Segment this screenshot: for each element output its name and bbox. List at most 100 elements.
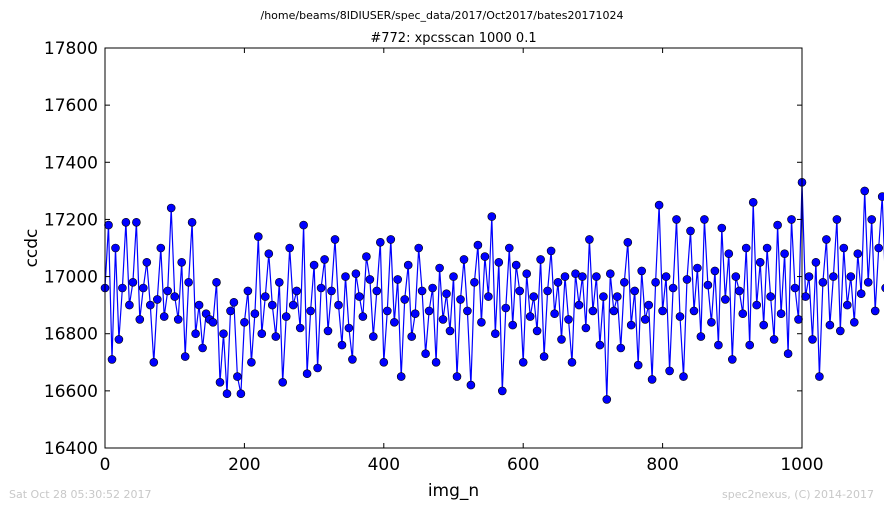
data-point	[849, 317, 859, 327]
data-point	[679, 372, 688, 381]
data-point	[274, 277, 284, 287]
x-axis-label: img_n	[428, 481, 479, 501]
data-point	[267, 300, 277, 310]
y-tick-label: 17200	[44, 210, 98, 230]
data-point	[163, 286, 172, 296]
data-point	[748, 198, 758, 207]
data-point	[114, 335, 124, 344]
data-point	[309, 260, 319, 270]
data-point	[731, 272, 741, 281]
y-tick-label: 16600	[44, 382, 98, 402]
data-point	[149, 357, 159, 367]
data-point	[368, 332, 378, 341]
data-point	[104, 220, 113, 230]
data-point	[194, 300, 204, 310]
data-point	[839, 243, 849, 253]
data-point	[264, 249, 274, 258]
data-point	[564, 315, 573, 324]
data-point	[222, 389, 232, 399]
data-point	[553, 277, 563, 287]
data-point	[776, 309, 786, 319]
data-point	[630, 286, 640, 296]
data-point	[811, 257, 821, 267]
y-tick-label: 17400	[44, 153, 98, 173]
data-point	[867, 215, 877, 224]
data-point	[720, 295, 730, 304]
x-tick-label: 0	[100, 455, 111, 475]
data-point	[494, 257, 504, 267]
data-point	[121, 218, 131, 227]
data-point	[389, 317, 399, 327]
data-point	[166, 203, 176, 213]
data-point	[543, 286, 552, 296]
data-point	[180, 352, 190, 361]
data-point	[285, 243, 295, 253]
data-point	[602, 395, 612, 404]
data-point	[801, 292, 810, 301]
data-point	[278, 377, 288, 387]
data-point	[581, 323, 591, 333]
data-point	[714, 340, 723, 350]
data-point	[703, 280, 713, 290]
data-point	[794, 315, 803, 324]
data-point	[693, 263, 702, 273]
data-point	[707, 317, 716, 327]
data-point	[253, 232, 263, 241]
data-point	[619, 277, 629, 287]
data-point	[355, 292, 364, 301]
data-point	[724, 249, 734, 258]
data-point	[665, 366, 674, 376]
data-point	[595, 340, 605, 350]
data-point	[682, 275, 692, 284]
y-tick-label: 16400	[44, 439, 98, 459]
data-point	[637, 266, 647, 276]
data-point	[403, 260, 413, 270]
data-point	[626, 320, 636, 330]
data-point	[560, 272, 570, 281]
data-point	[159, 312, 169, 321]
data-point	[250, 309, 260, 319]
data-point	[177, 257, 186, 267]
x-tick-label: 1000	[780, 455, 823, 475]
data-point	[536, 255, 545, 264]
data-point	[846, 272, 856, 281]
data-point	[271, 332, 281, 341]
data-point	[766, 292, 775, 301]
data-point	[473, 240, 483, 250]
data-point	[815, 372, 824, 381]
data-point	[173, 315, 183, 324]
data-point	[525, 312, 535, 321]
data-point	[445, 326, 455, 336]
data-point	[382, 306, 392, 316]
data-point	[135, 315, 145, 324]
data-point	[787, 215, 796, 224]
data-point	[717, 223, 727, 233]
data-point	[773, 220, 782, 230]
data-point	[107, 355, 117, 364]
data-point	[585, 235, 594, 244]
data-point	[233, 372, 242, 381]
data-point	[424, 306, 434, 316]
data-point	[170, 292, 179, 301]
data-point	[487, 212, 497, 221]
data-point	[647, 375, 657, 384]
data-point	[825, 320, 835, 330]
data-point	[860, 186, 870, 196]
data-point	[504, 243, 514, 253]
x-tick-label: 200	[228, 455, 260, 475]
data-point	[623, 238, 633, 247]
data-point	[477, 317, 486, 327]
data-point	[755, 257, 765, 267]
data-point	[508, 320, 518, 330]
data-point	[557, 335, 566, 344]
data-point	[142, 257, 152, 267]
data-point	[818, 277, 828, 287]
data-point	[431, 357, 441, 367]
data-point	[299, 220, 308, 230]
data-point	[295, 323, 305, 333]
data-point	[187, 218, 197, 227]
data-point	[306, 306, 315, 316]
data-point	[153, 295, 162, 304]
data-point	[372, 286, 382, 296]
